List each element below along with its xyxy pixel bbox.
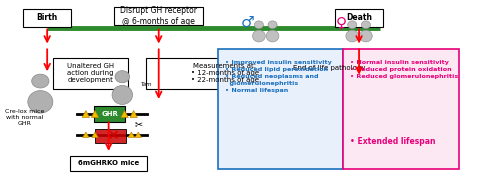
Ellipse shape xyxy=(115,71,130,83)
Text: ♂: ♂ xyxy=(240,15,254,30)
FancyBboxPatch shape xyxy=(95,129,126,143)
Ellipse shape xyxy=(361,21,371,29)
Ellipse shape xyxy=(254,21,264,29)
Text: ✂: ✂ xyxy=(134,119,142,129)
FancyBboxPatch shape xyxy=(146,58,235,89)
FancyBboxPatch shape xyxy=(53,58,128,89)
Polygon shape xyxy=(135,132,142,137)
FancyBboxPatch shape xyxy=(70,156,147,171)
Text: 6mGHRKO mice: 6mGHRKO mice xyxy=(78,160,139,166)
Polygon shape xyxy=(92,132,98,137)
Polygon shape xyxy=(128,132,134,137)
FancyBboxPatch shape xyxy=(288,58,372,78)
Text: • Normal insulin sensitivity
• Reduced protein oxidation
• Reduced glomeruloneph: • Normal insulin sensitivity • Reduced p… xyxy=(350,60,458,79)
Ellipse shape xyxy=(112,85,132,105)
FancyBboxPatch shape xyxy=(94,106,125,122)
FancyBboxPatch shape xyxy=(218,49,343,169)
Text: • Improved insulin sensitivity
• Reduced lipid peroxidation
• Reduced neoplasms : • Improved insulin sensitivity • Reduced… xyxy=(225,60,332,93)
Ellipse shape xyxy=(32,74,49,88)
Ellipse shape xyxy=(268,21,277,29)
Text: Measurements at:
• 12-months of age
• 22-months of age: Measurements at: • 12-months of age • 22… xyxy=(191,63,259,83)
Text: Cre-lox mice
with normal
GHR: Cre-lox mice with normal GHR xyxy=(5,109,44,126)
Text: ✕: ✕ xyxy=(108,129,119,143)
Text: Death: Death xyxy=(346,13,372,22)
FancyBboxPatch shape xyxy=(114,7,203,25)
Ellipse shape xyxy=(252,30,265,42)
Ellipse shape xyxy=(360,30,372,42)
Polygon shape xyxy=(83,132,89,137)
Polygon shape xyxy=(91,111,98,117)
Ellipse shape xyxy=(28,91,53,113)
Ellipse shape xyxy=(346,30,359,42)
FancyBboxPatch shape xyxy=(23,9,71,27)
Text: Disrupt GH receptor
@ 6-months of age: Disrupt GH receptor @ 6-months of age xyxy=(120,6,197,26)
Text: Birth: Birth xyxy=(36,13,58,22)
Polygon shape xyxy=(130,111,137,117)
Text: GHR: GHR xyxy=(101,111,118,117)
Text: End of life pathology: End of life pathology xyxy=(293,65,366,71)
Polygon shape xyxy=(82,111,89,117)
Text: Tam: Tam xyxy=(141,82,152,87)
Ellipse shape xyxy=(266,30,279,42)
Text: Unaltered GH
action during
development: Unaltered GH action during development xyxy=(67,63,114,83)
Ellipse shape xyxy=(348,21,357,29)
FancyBboxPatch shape xyxy=(343,49,459,169)
Text: • Extended lifespan: • Extended lifespan xyxy=(350,137,435,146)
FancyBboxPatch shape xyxy=(335,9,383,27)
Polygon shape xyxy=(121,111,128,117)
Text: ♀: ♀ xyxy=(336,15,347,30)
